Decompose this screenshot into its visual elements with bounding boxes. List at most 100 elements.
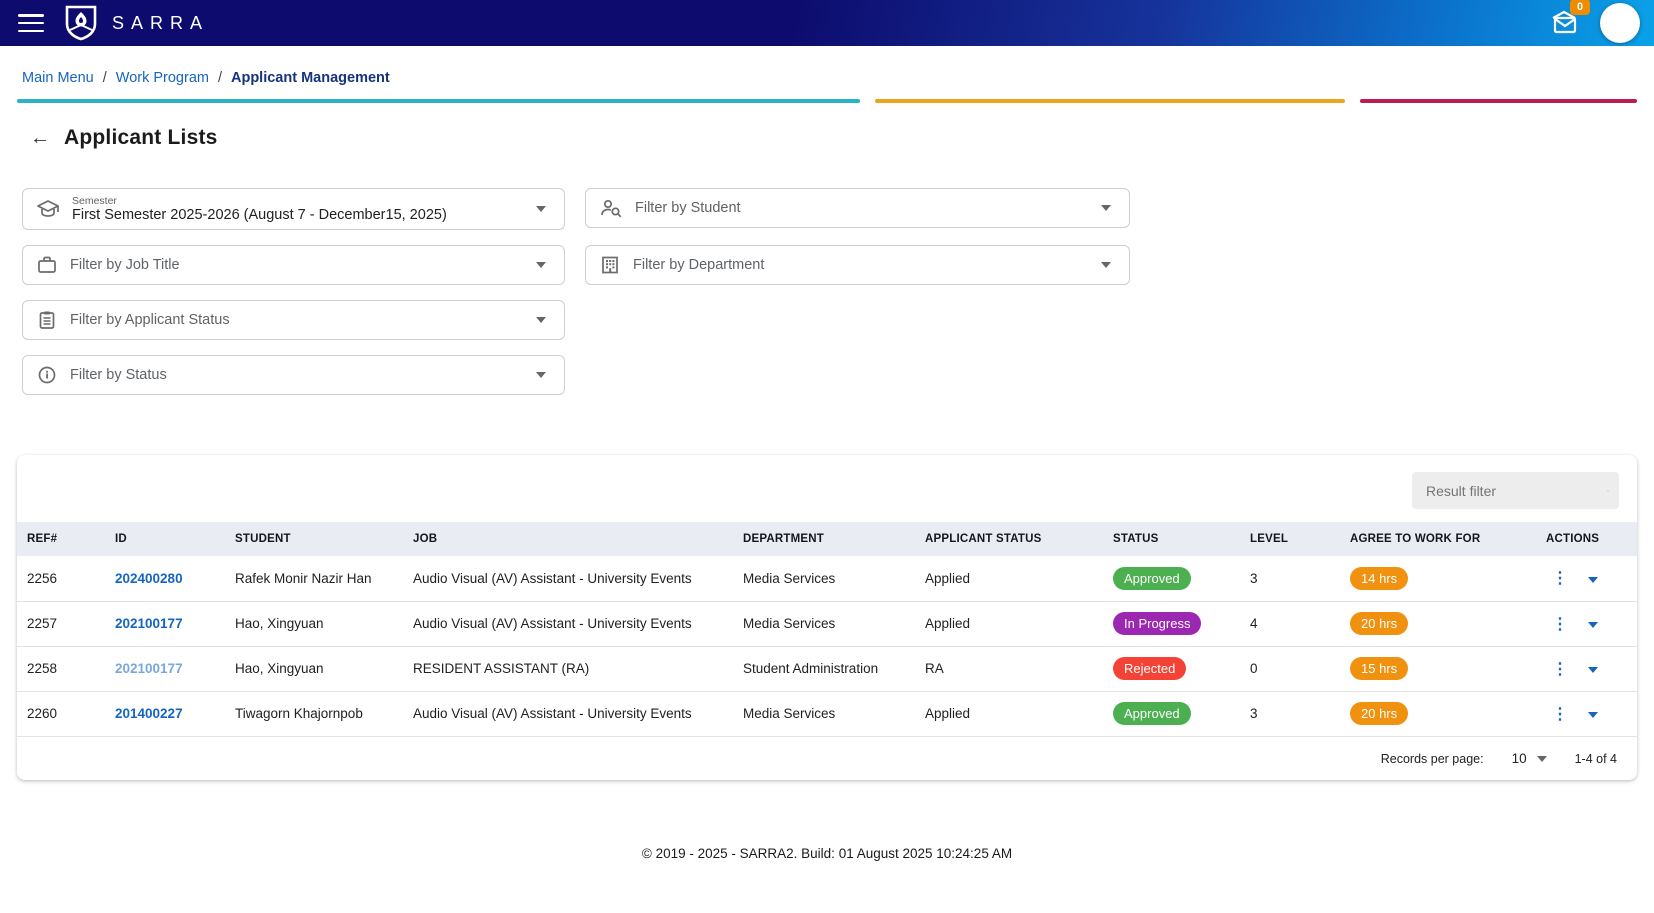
divider-crimson (1360, 99, 1637, 103)
department-cell: Student Administration (733, 645, 915, 691)
chevron-down-icon (1101, 205, 1111, 211)
semester-select[interactable]: Semester First Semester 2025-2026 (Augus… (22, 188, 565, 230)
job-cell: Audio Visual (AV) Assistant - University… (413, 570, 692, 586)
filters-panel: Semester First Semester 2025-2026 (Augus… (22, 188, 1132, 395)
copyright-text: © 2019 - 2025 - SARRA2. Build: 01 August… (641, 846, 1013, 861)
table-header-row: REF# ID STUDENT JOB DEPARTMENT APPLICANT… (17, 522, 1637, 556)
breadcrumb-separator: / (102, 70, 107, 86)
department-cell: Media Services (743, 570, 836, 586)
breadcrumb-work-program[interactable]: Work Program (115, 70, 209, 86)
result-filter-input[interactable] (1426, 482, 1607, 499)
col-job: JOB (413, 533, 438, 545)
expand-row-icon[interactable] (1588, 666, 1598, 673)
back-arrow-icon[interactable]: ← (30, 127, 50, 149)
divider-teal (17, 99, 860, 103)
hours-badge: 15 hrs (1350, 657, 1409, 680)
chevron-down-icon (536, 206, 546, 212)
filter-department-select[interactable]: Filter by Department (585, 245, 1130, 285)
status-badge: In Progress (1113, 612, 1202, 635)
tricolor-divider (17, 99, 1637, 103)
department-cell: Media Services (733, 690, 915, 736)
status-badge: Rejected (1113, 657, 1187, 680)
breadcrumb: Main Menu / Work Program / Applicant Man… (22, 70, 1654, 86)
menu-icon[interactable] (18, 14, 44, 32)
person-search-icon (601, 199, 622, 218)
applicants-table-card: REF# ID STUDENT JOB DEPARTMENT APPLICANT… (17, 455, 1637, 780)
records-per-page-value: 10 (1511, 751, 1527, 766)
filter-status-select[interactable]: Filter by Status (22, 355, 565, 395)
ref-cell: 2258 (17, 645, 105, 691)
student-id-link[interactable]: 202400280 (115, 570, 183, 586)
chevron-down-icon (1536, 755, 1547, 762)
app-logo[interactable]: SARRA (64, 4, 209, 42)
search-icon[interactable] (1607, 480, 1609, 502)
ref-cell: 2256 (27, 570, 58, 586)
breadcrumb-current: Applicant Management (231, 70, 390, 86)
ref-cell: 2257 (17, 600, 105, 646)
applicant-status-cell: Applied (925, 570, 971, 586)
status-badge: Approved (1113, 566, 1191, 590)
col-ref: REF# (27, 533, 58, 545)
student-cell: Hao, Xingyuan (225, 600, 403, 646)
filter-applicant-status-select[interactable]: Filter by Applicant Status (22, 300, 565, 340)
chevron-down-icon (536, 372, 546, 378)
level-cell: 0 (1240, 645, 1340, 691)
hours-badge: 14 hrs (1350, 566, 1409, 590)
brand-name: SARRA (112, 12, 210, 33)
filter-applicant-status-placeholder: Filter by Applicant Status (70, 312, 230, 328)
student-cell: Rafek Monir Nazir Han (235, 570, 372, 586)
col-agree-to-work-for: AGREE TO WORK FOR (1350, 533, 1481, 545)
clipboard-icon (39, 311, 55, 329)
app-header: SARRA 0 (0, 0, 1654, 46)
expand-row-icon[interactable] (1588, 576, 1598, 583)
table-row: 2260 201400227 Tiwagorn Khajornpob Audio… (17, 690, 1637, 736)
records-per-page-select[interactable]: 10 (1512, 751, 1547, 766)
applicant-status-cell: RA (915, 645, 1103, 691)
semester-label: Semester (72, 194, 117, 207)
department-cell: Media Services (733, 600, 915, 646)
hours-badge: 20 hrs (1350, 702, 1409, 726)
expand-row-icon[interactable] (1588, 621, 1598, 628)
student-id-link[interactable]: 201400227 (115, 706, 183, 722)
status-badge: Approved (1113, 702, 1191, 726)
more-actions-icon[interactable]: ⋮ (1552, 660, 1568, 678)
col-student: STUDENT (235, 533, 291, 545)
level-cell: 3 (1250, 570, 1258, 586)
applicant-status-cell: Applied (915, 600, 1103, 646)
applicants-table: REF# ID STUDENT JOB DEPARTMENT APPLICANT… (17, 522, 1637, 736)
more-actions-icon[interactable]: ⋮ (1552, 570, 1568, 588)
level-cell: 4 (1240, 600, 1340, 646)
semester-value: First Semester 2025-2026 (August 7 - Dec… (72, 206, 447, 223)
col-id: ID (115, 533, 127, 545)
col-level: LEVEL (1250, 533, 1289, 545)
records-per-page-label: Records per page: (1380, 751, 1484, 766)
filter-status-placeholder: Filter by Status (70, 367, 167, 383)
briefcase-icon (38, 256, 56, 273)
table-row: 2256 202400280 Rafek Monir Nazir Han Aud… (17, 556, 1637, 601)
pagination-range: 1-4 of 4 (1574, 751, 1617, 766)
filter-job-title-select[interactable]: Filter by Job Title (22, 245, 565, 285)
more-actions-icon[interactable]: ⋮ (1552, 615, 1568, 633)
col-department: DEPARTMENT (743, 533, 825, 545)
student-id-link[interactable]: 202100177 (115, 661, 183, 676)
expand-row-icon[interactable] (1588, 712, 1598, 719)
info-icon (38, 366, 56, 384)
col-actions: ACTIONS (1546, 533, 1600, 545)
level-cell: 3 (1240, 690, 1340, 736)
student-cell: Hao, Xingyuan (225, 645, 403, 691)
page-title: Applicant Lists (64, 126, 218, 149)
avatar[interactable] (1600, 3, 1640, 43)
filter-student-select[interactable]: Filter by Student (585, 188, 1130, 228)
job-cell: Audio Visual (AV) Assistant - University… (403, 600, 733, 646)
table-pagination: Records per page: 10 1-4 of 4 (17, 736, 1637, 780)
col-applicant-status: APPLICANT STATUS (925, 533, 1042, 545)
more-actions-icon[interactable]: ⋮ (1552, 705, 1568, 723)
breadcrumb-main-menu[interactable]: Main Menu (22, 70, 94, 86)
filter-job-title-placeholder: Filter by Job Title (70, 257, 180, 273)
ref-cell: 2260 (17, 690, 105, 736)
chevron-down-icon (536, 262, 546, 268)
chevron-down-icon (536, 317, 546, 323)
mail-button[interactable]: 0 (1548, 0, 1590, 38)
student-id-link[interactable]: 202100177 (115, 616, 183, 631)
applicant-status-cell: Applied (915, 690, 1103, 736)
